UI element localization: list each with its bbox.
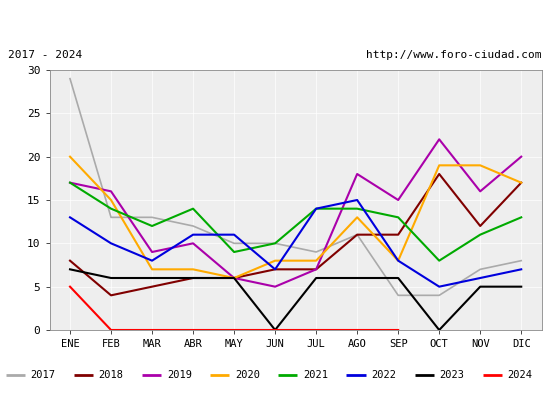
Text: 2019: 2019: [167, 370, 192, 380]
Text: 2022: 2022: [371, 370, 396, 380]
Text: 2024: 2024: [507, 370, 532, 380]
Text: http://www.foro-ciudad.com: http://www.foro-ciudad.com: [366, 50, 542, 60]
Text: 2017 - 2024: 2017 - 2024: [8, 50, 82, 60]
Text: 2018: 2018: [98, 370, 124, 380]
Text: 2023: 2023: [439, 370, 464, 380]
Text: Evolucion del paro registrado en La Cueva de Roa: Evolucion del paro registrado en La Cuev…: [74, 14, 476, 28]
Text: 2017: 2017: [31, 370, 56, 380]
Text: 2020: 2020: [235, 370, 260, 380]
Text: 2021: 2021: [303, 370, 328, 380]
